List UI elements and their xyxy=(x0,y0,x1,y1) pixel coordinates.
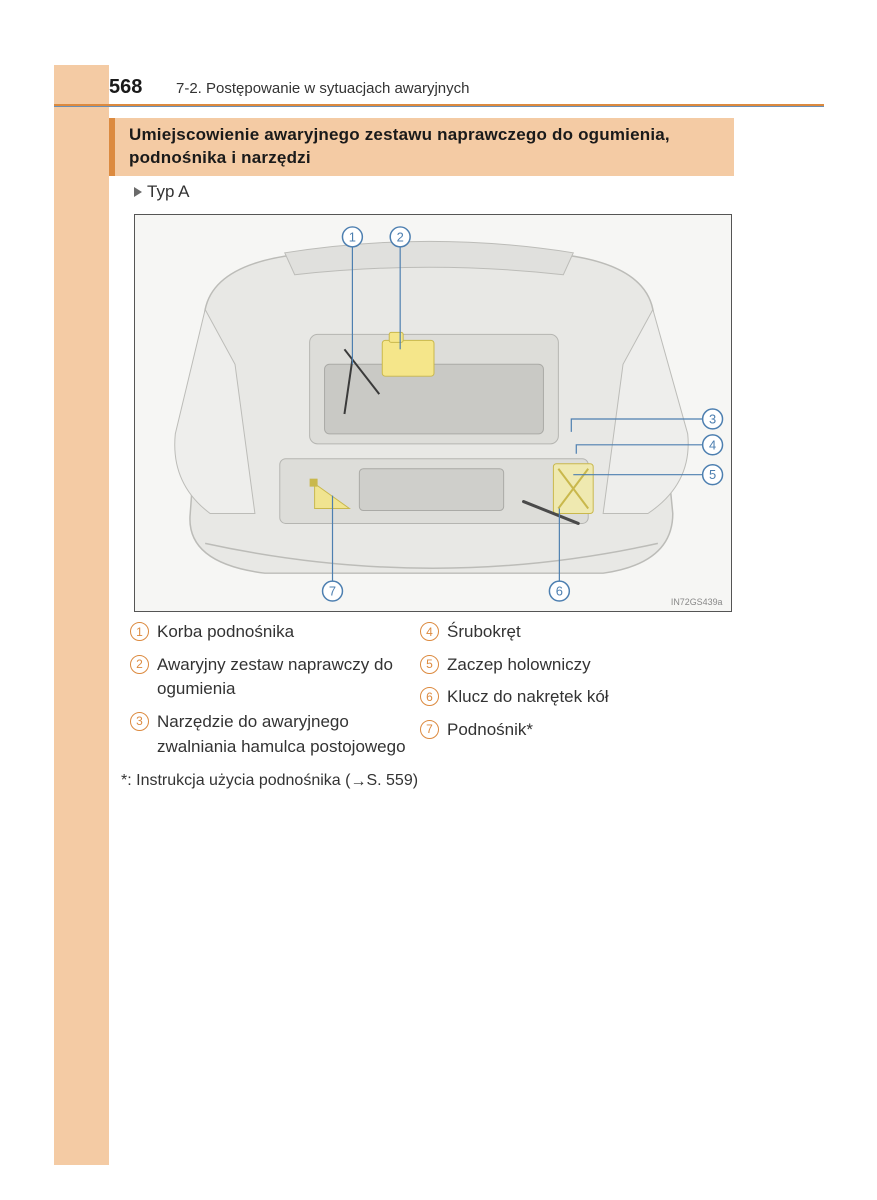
footnote-page: S. 559 xyxy=(366,772,412,789)
legend-badge-6: 6 xyxy=(420,687,439,706)
legend-text-4: Śrubokręt xyxy=(447,620,521,645)
footnote: *: Instrukcja użycia podnośnika (→S. 559… xyxy=(121,772,418,790)
legend-text-2: Awaryjny zestaw naprawczy do ogumienia xyxy=(157,653,420,702)
legend-badge-2: 2 xyxy=(130,655,149,674)
side-tab xyxy=(54,65,109,1165)
legend-badge-1: 1 xyxy=(130,622,149,641)
subheading-text: Typ A xyxy=(147,182,190,202)
legend-text-1: Korba podnośnika xyxy=(157,620,294,645)
heading-box: Umiejscowienie awaryjnego zestawu napraw… xyxy=(109,118,734,176)
legend-badge-7: 7 xyxy=(420,720,439,739)
callout-number-7: 7 xyxy=(329,584,336,599)
header-rule-blue xyxy=(54,106,824,107)
legend-item-1: 1 Korba podnośnika xyxy=(130,620,420,645)
legend-item-7: 7 Podnośnik* xyxy=(420,718,710,743)
legend-badge-3: 3 xyxy=(130,712,149,731)
legend-left-column: 1 Korba podnośnika 2 Awaryjny zestaw napraw… xyxy=(130,620,420,767)
arrow-right-icon: → xyxy=(350,773,366,791)
page-number: 568 xyxy=(109,76,142,99)
triangle-right-icon xyxy=(134,187,142,197)
legend-text-3: Narzędzie do awaryjnego zwalniania hamul… xyxy=(157,710,420,759)
footnote-prefix: *: Instrukcja użycia podnośnika ( xyxy=(121,772,350,789)
callout-number-2: 2 xyxy=(397,229,404,244)
legend-badge-5: 5 xyxy=(420,655,439,674)
trunk-diagram: 1 2 3 4 5 6 7 IN72GS439a xyxy=(135,215,731,611)
subheading-row: Typ A xyxy=(134,182,190,202)
legend-item-5: 5 Zaczep holowniczy xyxy=(420,653,710,678)
legend-text-7: Podnośnik* xyxy=(447,718,533,743)
legend-item-4: 4 Śrubokręt xyxy=(420,620,710,645)
legend-text-5: Zaczep holowniczy xyxy=(447,653,591,678)
legend-item-2: 2 Awaryjny zestaw naprawczy do ogumienia xyxy=(130,653,420,702)
heading-text: Umiejscowienie awaryjnego zestawu napraw… xyxy=(129,124,724,170)
callout-number-1: 1 xyxy=(349,229,356,244)
figure-box: 1 2 3 4 5 6 7 IN72GS439a xyxy=(134,214,732,612)
callout-number-4: 4 xyxy=(709,437,716,452)
legend-item-3: 3 Narzędzie do awaryjnego zwalniania hamu… xyxy=(130,710,420,759)
legend-item-6: 6 Klucz do nakrętek kół xyxy=(420,685,710,710)
legend-badge-4: 4 xyxy=(420,622,439,641)
callout-number-5: 5 xyxy=(709,467,716,482)
image-code: IN72GS439a xyxy=(671,597,723,607)
callout-number-3: 3 xyxy=(709,411,716,426)
callout-number-6: 6 xyxy=(556,584,563,599)
legend-text-6: Klucz do nakrętek kół xyxy=(447,685,609,710)
legend-right-column: 4 Śrubokręt 5 Zaczep holowniczy 6 Klucz do na… xyxy=(420,620,710,751)
footnote-suffix: ) xyxy=(413,772,418,789)
section-ref: 7-2. Postępowanie w sytuacjach awaryjnyc… xyxy=(176,80,469,97)
